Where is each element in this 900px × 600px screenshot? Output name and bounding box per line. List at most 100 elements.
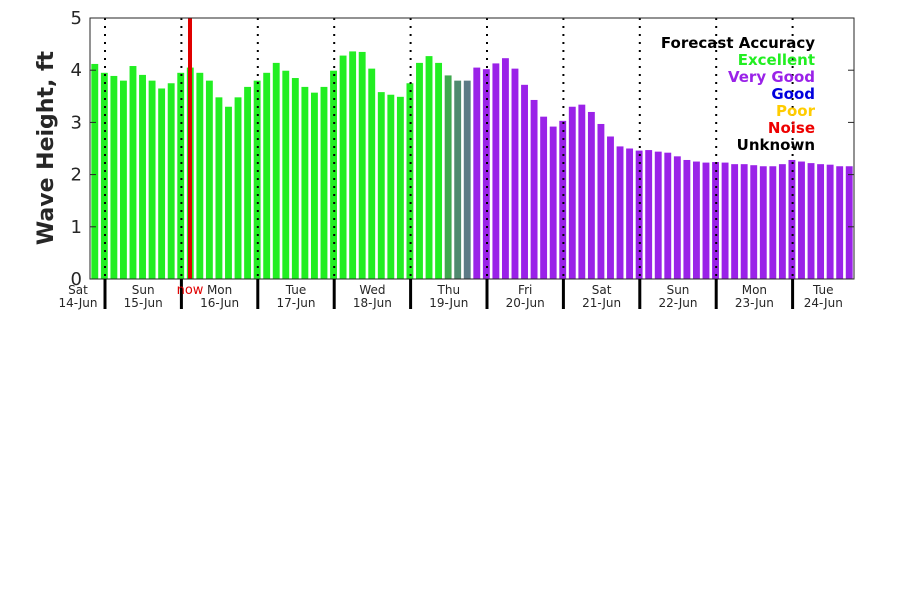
- x-day-of-week-label: Mon: [742, 283, 767, 297]
- y-tick-label: 5: [71, 8, 82, 29]
- wave-height-bar: [291, 78, 299, 279]
- x-day-of-week-label: Sat: [68, 283, 88, 297]
- x-day-of-week-label: Sat: [592, 283, 612, 297]
- wave-height-bar: [778, 164, 786, 279]
- wave-height-bar: [626, 148, 634, 279]
- x-date-label: 24-Jun: [804, 296, 843, 310]
- x-day-of-week-label: Thu: [437, 283, 461, 297]
- x-date-label: 16-Jun: [200, 296, 239, 310]
- wave-height-bar: [664, 152, 672, 279]
- wave-height-bar: [578, 104, 586, 280]
- wave-height-bar: [540, 116, 548, 279]
- wave-height-bar: [349, 51, 357, 279]
- y-tick-label: 0: [71, 269, 82, 290]
- wave-height-bar: [616, 146, 624, 279]
- wave-height-bar: [263, 72, 271, 279]
- wave-height-bar: [330, 70, 337, 279]
- wave-height-bar: [482, 69, 490, 279]
- wave-height-bar: [568, 106, 576, 280]
- wave-height-bar: [244, 86, 252, 280]
- wave-height-bar: [501, 58, 509, 279]
- x-day-of-week-label: Sun: [667, 283, 690, 297]
- legend-title: Forecast Accuracy: [661, 34, 815, 52]
- wave-height-bar: [406, 83, 414, 279]
- wave-height-bar: [673, 156, 681, 279]
- wave-height-bar: [320, 86, 328, 280]
- y-axis: 0 1 2 3 4 5: [71, 8, 854, 290]
- wave-height-bar: [759, 166, 767, 279]
- y-tick-label: 3: [71, 112, 82, 133]
- wave-height-bar: [196, 72, 204, 279]
- wave-height-bar: [463, 80, 471, 279]
- x-date-label: 22-Jun: [658, 296, 697, 310]
- wave-height-bar: [91, 63, 99, 279]
- wave-height-bar: [387, 94, 395, 279]
- x-date-label: 15-Jun: [124, 296, 163, 310]
- wave-height-bar: [845, 166, 853, 279]
- wave-height-bar: [521, 84, 528, 279]
- wave-height-bar: [215, 97, 223, 279]
- x-date-label: 19-Jun: [429, 296, 468, 310]
- x-day-of-week-label: Wed: [359, 283, 385, 297]
- x-axis: Sat14-JunSun15-JunMon16-JunTue17-JunWed1…: [58, 279, 843, 310]
- wave-height-bar: [377, 92, 385, 280]
- wave-height-bar: [454, 80, 462, 279]
- wave-height-bar: [425, 56, 433, 279]
- wave-height-bar: [731, 164, 739, 279]
- wave-height-bar: [721, 162, 729, 279]
- wave-height-bar: [692, 161, 700, 279]
- y-axis-label: Wave Height, ft: [34, 50, 59, 245]
- wave-height-bar: [148, 80, 156, 279]
- wave-height-bar: [205, 80, 213, 279]
- x-date-label: 20-Jun: [506, 296, 545, 310]
- wave-height-bar: [225, 106, 232, 280]
- plot-frame: [89, 17, 855, 280]
- wave-height-bar: [645, 150, 653, 279]
- x-day-of-week-label: Sun: [132, 283, 155, 297]
- wave-height-bar: [158, 88, 166, 279]
- wave-height-bar: [597, 123, 605, 279]
- wave-height-bar: [511, 68, 519, 279]
- wave-height-bar: [310, 92, 318, 280]
- wave-height-bar: [100, 72, 108, 279]
- wave-height-bar: [702, 162, 710, 279]
- wave-height-bar: [301, 86, 309, 280]
- wave-height-bar: [836, 166, 844, 279]
- wave-height-bar: [750, 165, 758, 279]
- x-day-of-week-label: Mon: [207, 283, 232, 297]
- x-date-label: 18-Jun: [353, 296, 392, 310]
- wave-height-bar: [654, 151, 662, 279]
- wave-height-bar: [358, 51, 366, 280]
- wave-height-bar: [769, 166, 777, 279]
- wave-height-bar: [473, 67, 481, 279]
- x-date-label: 14-Jun: [58, 296, 97, 310]
- wave-height-bar: [607, 136, 614, 279]
- wave-height-bar: [635, 150, 643, 279]
- y-tick-label: 2: [71, 165, 82, 186]
- wave-height-bar: [549, 126, 557, 279]
- wave-height-bar: [139, 74, 146, 280]
- wave-height-bar: [817, 164, 825, 279]
- wave-height-bar: [396, 96, 404, 279]
- wave-height-bar: [368, 68, 376, 279]
- wave-height-bar: [167, 83, 175, 279]
- day-gridlines: [104, 18, 794, 279]
- wave-height-bar: [435, 62, 443, 279]
- wave-height-bar: [129, 66, 137, 280]
- x-day-of-week-label: Tue: [812, 283, 834, 297]
- wave-height-bar: [444, 75, 452, 279]
- legend-entry: Unknown: [737, 136, 815, 154]
- wave-height-bar: [339, 55, 347, 279]
- wave-height-bar: [119, 80, 127, 279]
- wave-height-bar: [740, 164, 748, 279]
- wave-height-bar: [416, 62, 423, 279]
- legend-entry: Good: [771, 85, 815, 103]
- x-date-label: 23-Jun: [735, 296, 774, 310]
- legend-entry: Excellent: [738, 51, 815, 69]
- legend-entry: Very Good: [728, 68, 815, 86]
- wave-height-bar: [272, 62, 280, 279]
- legend-entry: Noise: [768, 119, 815, 137]
- wave-height-bar: [683, 159, 691, 279]
- wave-height-bar: [177, 72, 185, 279]
